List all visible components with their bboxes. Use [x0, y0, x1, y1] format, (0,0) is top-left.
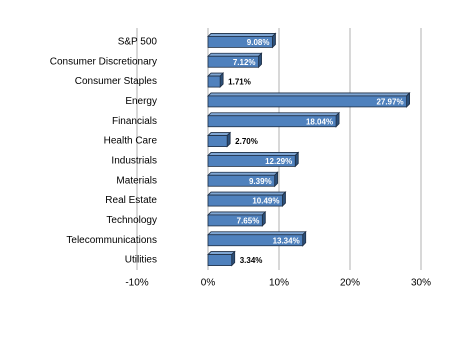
bar	[207, 171, 279, 188]
value-label: 7.12%	[233, 58, 256, 67]
bar-face	[219, 72, 224, 89]
value-label: 1.71%	[228, 78, 251, 87]
bar-face	[282, 191, 286, 208]
bar-face	[207, 135, 228, 147]
bar	[207, 111, 341, 128]
value-label: 7.65%	[237, 217, 260, 226]
bar-face	[207, 251, 236, 255]
bar-face	[207, 214, 263, 227]
bar-face	[207, 92, 411, 97]
bar	[207, 210, 267, 227]
bar-face	[207, 171, 279, 176]
bar-face	[207, 75, 221, 88]
bar-face	[207, 52, 263, 57]
y-tick-label: Consumer Discretionary	[50, 56, 157, 67]
bar-face	[207, 174, 276, 187]
bar-face	[335, 111, 340, 128]
y-tick-label: Materials	[116, 175, 157, 186]
bar-face	[207, 155, 296, 167]
bar-face	[207, 95, 407, 108]
value-label: 12.29%	[265, 157, 292, 166]
bar-face	[272, 32, 276, 49]
bar-face	[258, 52, 262, 69]
value-label: 9.08%	[247, 38, 270, 47]
bar-face	[261, 210, 266, 227]
y-tick-label: Health Care	[104, 136, 158, 147]
y-tick-label: Telecommunications	[66, 235, 157, 246]
bar-face	[226, 131, 231, 148]
bar-face	[207, 115, 337, 128]
bar-face	[231, 250, 236, 267]
bar-face	[406, 91, 410, 108]
x-tick-label: -10%	[125, 278, 148, 289]
y-tick-label: Energy	[125, 96, 157, 107]
bar-face	[207, 33, 277, 37]
value-label: 3.34%	[240, 256, 263, 265]
bar-face	[207, 152, 300, 156]
y-tick-label: Real Estate	[105, 195, 157, 206]
bar	[207, 191, 287, 208]
x-tick-label: 0%	[201, 278, 216, 289]
value-label: 9.39%	[249, 177, 272, 186]
bar-face	[207, 112, 341, 117]
x-tick-label: 10%	[269, 278, 289, 289]
y-tick-label: Consumer Staples	[75, 76, 157, 87]
bar-face	[207, 194, 283, 207]
bar-face	[274, 171, 279, 188]
bar-face	[207, 254, 233, 266]
value-label: 2.70%	[235, 137, 258, 146]
value-label: 10.49%	[252, 197, 279, 206]
x-tick-label: 30%	[411, 278, 431, 289]
value-label: 13.34%	[273, 236, 300, 245]
y-tick-label: Industrials	[111, 156, 157, 167]
bar-face	[302, 230, 307, 247]
bar-face	[207, 231, 307, 236]
bar	[207, 151, 300, 168]
bar	[207, 52, 263, 69]
bar-face	[207, 132, 232, 136]
bar-face	[207, 55, 259, 68]
bar-face	[294, 151, 299, 168]
value-label: 27.97%	[376, 98, 403, 107]
bar-face	[207, 211, 267, 216]
bar	[207, 131, 232, 148]
bar	[207, 230, 307, 247]
y-tick-label: Technology	[106, 215, 157, 226]
y-tick-label: Utilities	[125, 255, 157, 266]
x-tick-label: 20%	[340, 278, 360, 289]
bar-face	[207, 234, 304, 247]
value-label: 18.04%	[306, 117, 333, 126]
bar-face	[207, 36, 273, 48]
bar	[207, 91, 411, 108]
y-tick-label: S&P 500	[118, 37, 158, 48]
y-tick-label: Financials	[112, 116, 157, 127]
bar	[207, 72, 225, 89]
bar	[207, 32, 277, 49]
bar-face	[207, 191, 287, 196]
bar	[207, 250, 236, 267]
